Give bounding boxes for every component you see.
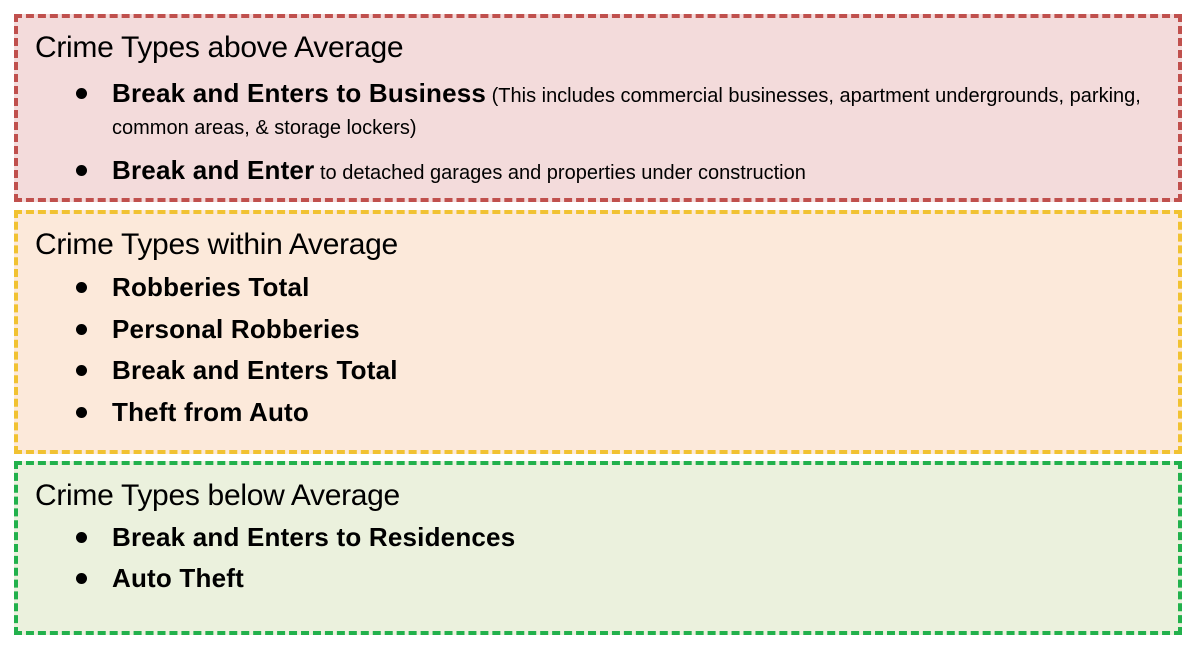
crime-type-name: Break and Enters Total xyxy=(112,355,398,385)
below-average-title: Crime Types below Average xyxy=(35,479,400,512)
bullet-icon xyxy=(76,165,87,176)
crime-type-name: Personal Robberies xyxy=(112,313,360,344)
within-average-list: Robberies Total Personal Robberies Break… xyxy=(18,272,1178,427)
bullet-icon xyxy=(76,282,87,293)
above-average-title: Crime Types above Average xyxy=(35,31,404,64)
list-item: Break and Enters Total xyxy=(18,355,1178,385)
crime-type-name: Break and Enter xyxy=(112,155,315,185)
crime-type-name: Break and Enters to Business xyxy=(112,78,487,108)
bullet-icon xyxy=(76,88,87,99)
bullet-icon xyxy=(76,573,87,584)
bullet-icon xyxy=(76,406,87,418)
above-average-list: Break and Enters to Business (This inclu… xyxy=(18,78,1178,190)
crime-type-detail: to detached garages and properties under… xyxy=(314,162,806,184)
bullet-icon xyxy=(76,365,87,376)
list-item: Break and Enter to detached garages and … xyxy=(18,155,1178,190)
list-item: Break and Enters to Residences xyxy=(18,522,1178,552)
within-average-title: Crime Types within Average xyxy=(35,228,398,261)
list-item: Personal Robberies xyxy=(18,314,1178,344)
bullet-icon xyxy=(76,323,87,335)
bullet-icon xyxy=(76,532,87,543)
list-item: Break and Enters to Business (This inclu… xyxy=(18,78,1178,145)
below-average-list: Break and Enters to Residences Auto Thef… xyxy=(18,522,1178,593)
crime-type-detail: (This includes commercial businesses, ap… xyxy=(112,85,1141,139)
within-average-panel: Crime Types within Average Robberies Tot… xyxy=(14,210,1182,454)
crime-type-name: Auto Theft xyxy=(112,563,244,593)
list-item: Theft from Auto xyxy=(18,397,1178,427)
list-item: Robberies Total xyxy=(18,272,1178,302)
above-average-panel: Crime Types above Average Break and Ente… xyxy=(14,14,1182,202)
crime-type-name: Break and Enters to Residences xyxy=(112,522,516,552)
below-average-panel: Crime Types below Average Break and Ente… xyxy=(14,461,1182,635)
list-item: Auto Theft xyxy=(18,563,1178,593)
crime-type-name: Theft from Auto xyxy=(112,396,309,427)
crime-type-name: Robberies Total xyxy=(112,272,310,302)
